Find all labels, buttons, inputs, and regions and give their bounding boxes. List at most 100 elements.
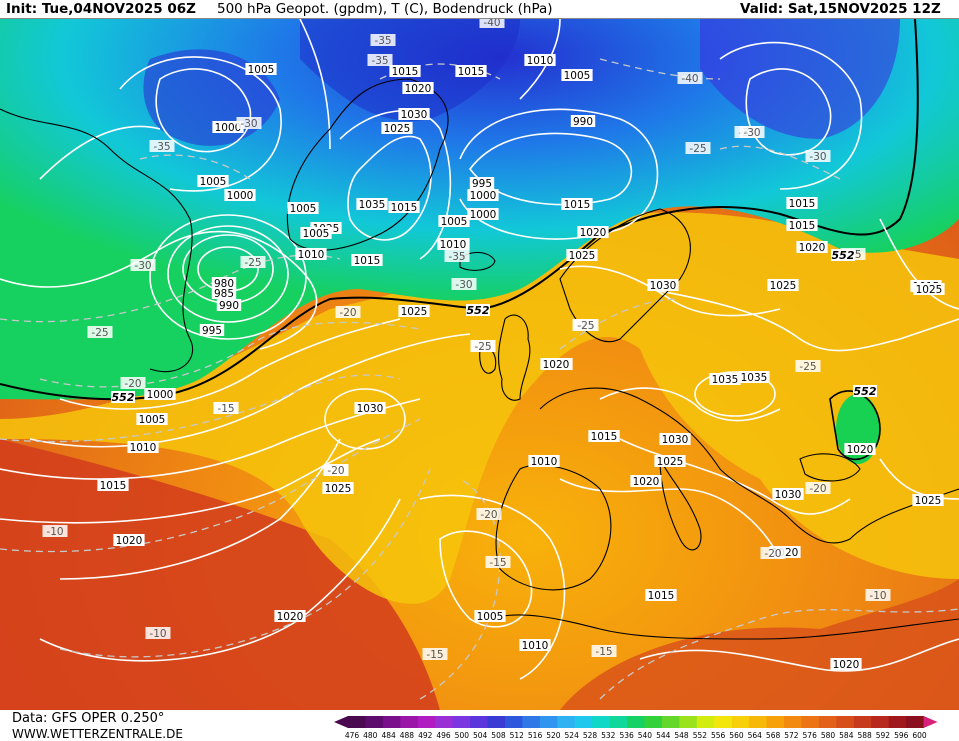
- svg-text:1030: 1030: [401, 109, 428, 121]
- pressure-label: 1035: [356, 198, 388, 211]
- colorbar: 476 480 484 488 492 496 500 504 508 512 516 520 524 5…: [334, 716, 938, 740]
- temperature-label: -20: [476, 508, 502, 521]
- pressure-label: 1020: [630, 475, 662, 488]
- svg-text:1015: 1015: [591, 431, 618, 443]
- svg-text:-35: -35: [371, 55, 388, 67]
- svg-text:1015: 1015: [564, 199, 591, 211]
- pressure-label: 1015: [786, 219, 818, 232]
- temperature-label: -25: [573, 319, 599, 332]
- coast-italy: [659, 458, 702, 551]
- svg-text:995: 995: [472, 178, 492, 190]
- colorbar-swatch: [470, 716, 489, 728]
- svg-text:1000: 1000: [470, 190, 497, 202]
- svg-text:-40: -40: [681, 73, 698, 85]
- svg-text:-30: -30: [240, 118, 257, 130]
- svg-text:-20: -20: [124, 378, 141, 390]
- coast-black-sea: [799, 453, 861, 482]
- pressure-label: 985: [211, 287, 237, 300]
- pressure-label: 1020: [540, 358, 572, 371]
- colorbar-swatch: [539, 716, 558, 728]
- colorbar-tick-label: 576: [803, 731, 818, 740]
- colorbar-swatch: [435, 716, 454, 728]
- colorbar-swatch: [888, 716, 907, 728]
- svg-text:-25: -25: [474, 341, 491, 353]
- coast-europe: [539, 387, 959, 544]
- pressure-label: 1005: [561, 69, 593, 82]
- pressure-label: 1010: [127, 441, 159, 454]
- deep-blue-northeast: [700, 19, 900, 139]
- svg-text:1015: 1015: [789, 220, 816, 232]
- svg-text:1020: 1020: [847, 444, 874, 456]
- svg-text:1020: 1020: [833, 659, 860, 671]
- pressure-label: 1025: [566, 249, 598, 262]
- colorbar-swatch: [871, 716, 890, 728]
- colorbar-swatch: [592, 716, 611, 728]
- pressure-label: 1005: [438, 215, 470, 228]
- svg-text:1025: 1025: [916, 284, 943, 296]
- pressure-label: 1015: [645, 589, 677, 602]
- svg-text:1025: 1025: [325, 483, 352, 495]
- svg-text:1000: 1000: [215, 122, 242, 134]
- colorbar-tick-label: 512: [510, 731, 525, 740]
- svg-text:-30: -30: [455, 279, 472, 291]
- colorbar-tick-label: 544: [656, 731, 671, 740]
- pressure-label: 1030: [398, 108, 430, 121]
- coast-greenland: [286, 78, 449, 251]
- colorbar-tick-label: 532: [601, 731, 616, 740]
- svg-text:1025: 1025: [770, 280, 797, 292]
- temperature-label: -30: [739, 126, 765, 139]
- pressure-label: 1010: [437, 238, 469, 251]
- temperature-label: -20: [120, 377, 146, 390]
- temperature-label: -25: [795, 360, 821, 373]
- pressure-label: 1010: [528, 455, 560, 468]
- colorbar-tick-label: 564: [748, 731, 763, 740]
- pressure-label: 1015: [97, 479, 129, 492]
- svg-text:-20: -20: [764, 548, 781, 560]
- svg-text:985: 985: [214, 288, 234, 300]
- geopotential-label: 552: [466, 304, 490, 317]
- svg-text:-35: -35: [448, 251, 465, 263]
- geopotential-labels: 552 552 552 552: [111, 249, 877, 404]
- svg-text:-20: -20: [809, 483, 826, 495]
- svg-text:-40: -40: [483, 19, 500, 29]
- pressure-label: 1025: [912, 494, 944, 507]
- colorbar-tick-label: 492: [418, 731, 433, 740]
- geopotential-label: 552: [111, 391, 135, 404]
- temperature-label: -25: [685, 142, 711, 155]
- svg-text:990: 990: [573, 116, 593, 128]
- svg-text:1025: 1025: [384, 123, 411, 135]
- colorbar-swatch: [400, 716, 419, 728]
- colorbar-tick-label: 520: [546, 731, 561, 740]
- pressure-label: 1005: [136, 413, 168, 426]
- pressure-labels: 1005 1015 10151010100510001000102010301025…: [97, 54, 945, 671]
- pressure-label: 1000: [467, 189, 499, 202]
- temperature-label: -40: [479, 19, 505, 29]
- svg-text:-35: -35: [153, 141, 170, 153]
- colorbar-swatch: [627, 716, 645, 728]
- pressure-label: 1000: [467, 208, 499, 221]
- temperature-label: -30: [805, 150, 831, 163]
- colorbar-swatch: [766, 716, 785, 728]
- svg-text:552: 552: [467, 304, 490, 317]
- temperature-label: -35: [444, 250, 470, 263]
- svg-text:990: 990: [219, 300, 239, 312]
- coast-iceland: [459, 251, 496, 271]
- colorbar-tick-label: 484: [381, 731, 396, 740]
- colorbar-tick-label: 592: [876, 731, 891, 740]
- svg-text:1030: 1030: [357, 403, 384, 415]
- coast-africa: [489, 614, 959, 640]
- pressure-label: 1030: [772, 488, 804, 501]
- colorbar-swatch: [714, 716, 733, 728]
- colorbar-tick-label: 496: [436, 731, 451, 740]
- svg-text:-25: -25: [799, 361, 816, 373]
- colorbar-tick-label: 552: [693, 731, 708, 740]
- svg-text:1030: 1030: [662, 434, 689, 446]
- svg-text:1020: 1020: [116, 535, 143, 547]
- colorbar-left-arrow: [334, 716, 348, 728]
- colorbar-tick-label: 584: [839, 731, 854, 740]
- weather-map: 1005 1015 10151010100510001000102010301025…: [0, 19, 959, 710]
- pressure-label: 990: [570, 115, 596, 128]
- pressure-label: 1025: [322, 482, 354, 495]
- pressure-label: 1015: [388, 201, 420, 214]
